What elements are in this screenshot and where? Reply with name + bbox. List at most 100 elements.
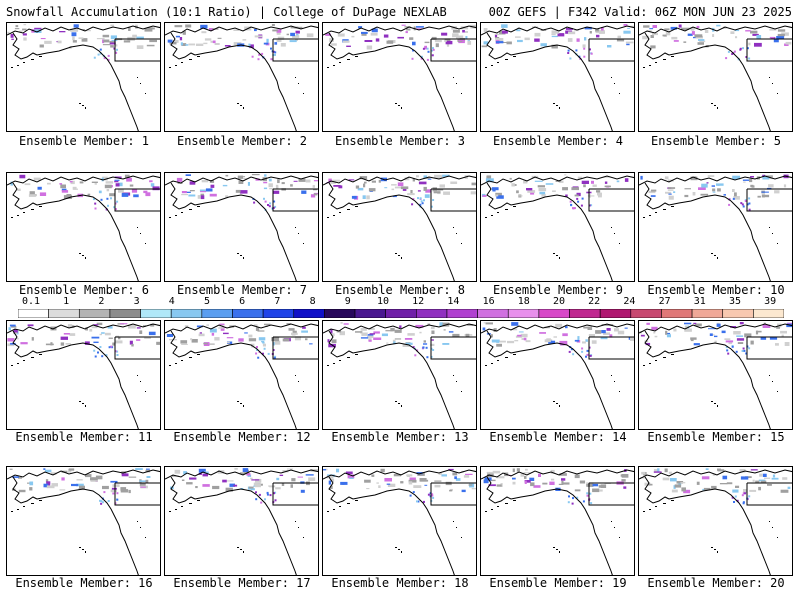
ensemble-member-map <box>164 466 319 576</box>
colorbar-tick-label: 1 <box>63 296 70 307</box>
ensemble-member-label: Ensemble Member: 18 <box>331 576 469 590</box>
colorbar-swatch <box>140 309 172 318</box>
ensemble-member-label: Ensemble Member: 6 <box>18 283 150 297</box>
ensemble-member-map <box>322 466 477 576</box>
colorbar-tick-label: 22 <box>588 296 601 307</box>
member-map-graphic <box>7 24 160 131</box>
ensemble-member-label: Ensemble Member: 13 <box>331 430 469 444</box>
ensemble-member-map <box>480 22 635 132</box>
colorbar-tick-label: 4 <box>168 296 175 307</box>
colorbar-tick-label: 39 <box>764 296 777 307</box>
colorbar-tick-label: 31 <box>693 296 706 307</box>
ensemble-member-map <box>638 320 793 430</box>
colorbar-swatch <box>722 309 754 318</box>
ensemble-member-map <box>164 320 319 430</box>
ensemble-member-map <box>322 320 477 430</box>
model-run-info: 00Z GEFS | F342 Valid: 06Z MON JUN 23 20… <box>488 5 792 19</box>
colorbar-swatch <box>507 309 540 318</box>
colorbar-swatch <box>170 309 203 318</box>
colorbar-tick-label: 3 <box>133 296 140 307</box>
ensemble-member-label: Ensemble Member: 2 <box>176 134 308 148</box>
colorbar-swatch <box>109 309 141 318</box>
colorbar-swatch <box>324 309 356 318</box>
colorbar-tick-label: 5 <box>203 296 211 307</box>
colorbar-tick-label: 12 <box>412 296 425 307</box>
member-map-graphic <box>7 174 160 281</box>
member-map-graphic <box>639 322 792 429</box>
ensemble-member-label: Ensemble Member: 17 <box>173 576 311 590</box>
member-map-graphic <box>639 24 792 131</box>
colorbar-swatch <box>293 309 325 318</box>
member-map-graphic <box>481 322 634 429</box>
ensemble-member-label: Ensemble Member: 3 <box>334 134 466 148</box>
colorbar-tick-label: 2 <box>98 296 105 307</box>
ensemble-member-label: Ensemble Member: 11 <box>15 430 153 444</box>
ensemble-member-map <box>6 172 161 282</box>
ensemble-member-label: Ensemble Member: 10 <box>647 283 785 297</box>
ensemble-member-map <box>322 172 477 282</box>
ensemble-member-label: Ensemble Member: 19 <box>489 576 627 590</box>
colorbar-swatch <box>446 309 478 318</box>
ensemble-member-map <box>6 22 161 132</box>
colorbar-tick-label: 14 <box>447 296 460 307</box>
ensemble-member-map <box>164 172 319 282</box>
member-map-graphic <box>639 174 792 281</box>
colorbar-swatch <box>569 309 601 318</box>
colorbar-swatch <box>691 309 724 318</box>
colorbar-tick-label: 16 <box>482 296 495 307</box>
ensemble-member-map <box>164 22 319 132</box>
member-map-graphic <box>165 323 318 429</box>
colorbar-tick-label: 27 <box>658 296 671 307</box>
colorbar-swatch <box>661 309 693 318</box>
ensemble-member-map <box>638 172 793 282</box>
colorbar-tick-label: 10 <box>376 296 390 307</box>
member-map-graphic <box>165 174 318 281</box>
ensemble-member-label: Ensemble Member: 15 <box>647 430 785 444</box>
ensemble-member-map <box>6 320 161 430</box>
ensemble-member-label: Ensemble Member: 12 <box>173 430 311 444</box>
ensemble-member-map <box>6 466 161 576</box>
member-map-graphic <box>323 24 476 131</box>
ensemble-member-map <box>480 320 635 430</box>
colorbar-swatches <box>18 309 784 318</box>
colorbar-swatch <box>538 309 570 318</box>
colorbar-swatch <box>630 309 662 318</box>
member-map-graphic <box>323 322 476 429</box>
ensemble-member-map <box>638 22 793 132</box>
ensemble-member-label: Ensemble Member: 8 <box>334 283 466 297</box>
ensemble-member-label: Ensemble Member: 9 <box>492 283 624 297</box>
colorbar-swatch <box>232 309 264 318</box>
colorbar-tick-label: 35 <box>728 296 742 307</box>
ensemble-member-label: Ensemble Member: 4 <box>492 134 624 148</box>
member-map-graphic <box>165 24 318 131</box>
colorbar-tick-label: 18 <box>517 296 530 307</box>
member-map-graphic <box>7 322 160 429</box>
colorbar-swatch <box>201 309 233 318</box>
colorbar-tick-label: 24 <box>623 296 636 307</box>
colorbar-tick-label: 8 <box>309 296 316 307</box>
colorbar-tick-label: 7 <box>274 296 281 307</box>
member-map-graphic <box>323 468 476 575</box>
colorbar-swatch <box>48 309 80 318</box>
colorbar-swatch <box>78 309 111 318</box>
colorbar-tick-label: 9 <box>344 296 351 307</box>
ensemble-member-map <box>480 172 635 282</box>
ensemble-member-label: Ensemble Member: 7 <box>176 283 308 297</box>
colorbar-tick-label: 6 <box>239 296 246 307</box>
ensemble-member-label: Ensemble Member: 20 <box>647 576 785 590</box>
colorbar-swatch <box>753 309 784 318</box>
ensemble-member-map <box>322 22 477 132</box>
colorbar-swatch <box>18 309 49 318</box>
member-map-graphic <box>481 174 634 281</box>
colorbar-swatch <box>416 309 448 318</box>
member-map-graphic <box>165 468 318 575</box>
colorbar-swatch <box>354 309 386 318</box>
ensemble-member-map <box>638 466 793 576</box>
colorbar-tick-label: 0.1 <box>21 296 41 307</box>
ensemble-member-map <box>480 466 635 576</box>
member-map-graphic <box>481 468 634 575</box>
colorbar-tick-label: 20 <box>552 296 566 307</box>
member-map-graphic <box>639 468 792 575</box>
member-map-graphic <box>481 24 634 131</box>
colorbar-swatch <box>385 309 417 318</box>
